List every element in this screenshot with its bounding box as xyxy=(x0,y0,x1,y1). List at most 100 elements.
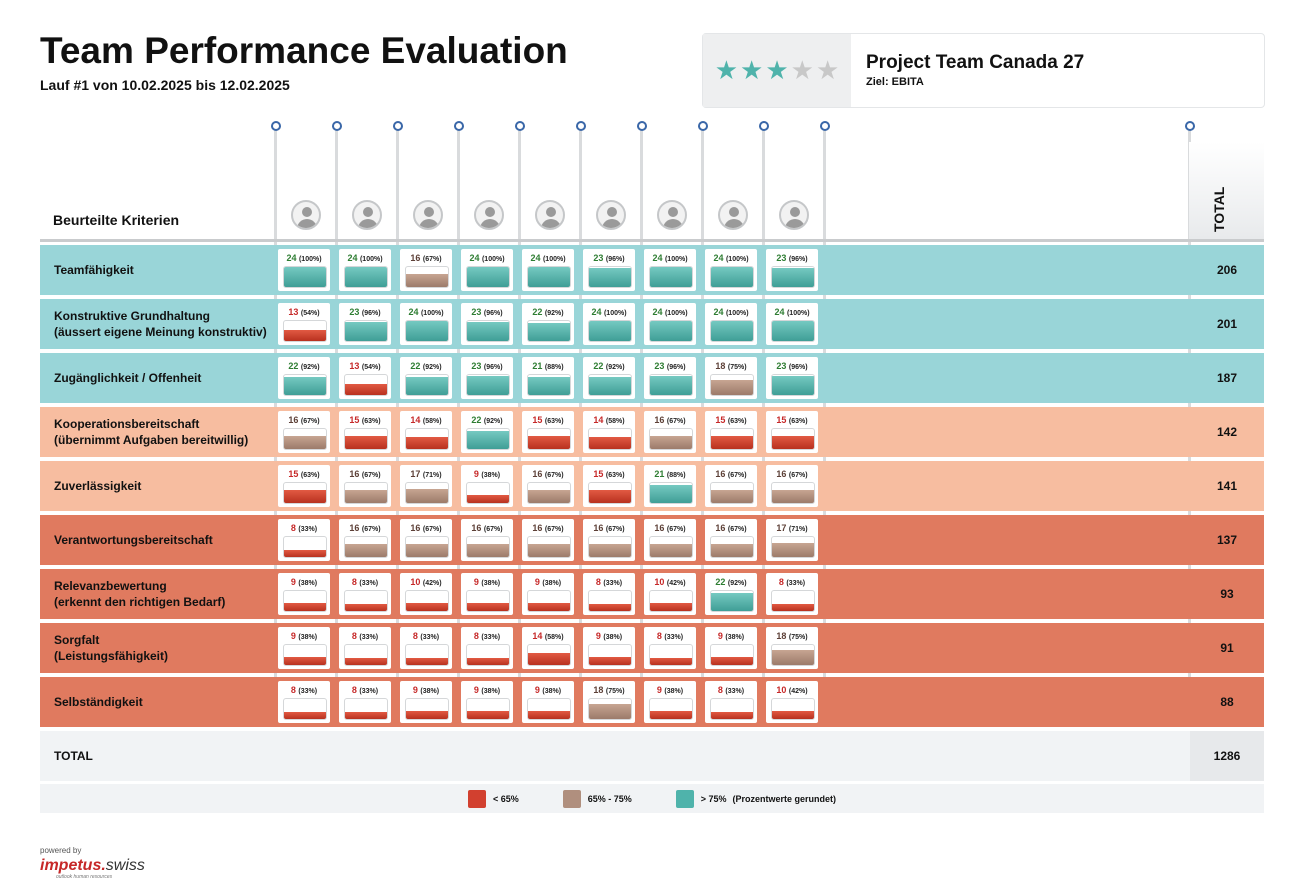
score-cell[interactable]: 24 (100%) xyxy=(766,303,818,345)
score-cell[interactable]: 8 (33%) xyxy=(278,681,330,723)
score-cell[interactable]: 16 (67%) xyxy=(400,249,452,291)
score-cell[interactable]: 18 (75%) xyxy=(705,357,757,399)
avatar-icon[interactable] xyxy=(718,200,748,230)
score-cell[interactable]: 16 (67%) xyxy=(644,411,696,453)
score-cell[interactable]: 21 (88%) xyxy=(644,465,696,507)
score-cell[interactable]: 24 (100%) xyxy=(339,249,391,291)
column-handle-icon[interactable] xyxy=(759,121,769,131)
score-cell[interactable]: 22 (92%) xyxy=(461,411,513,453)
score-cell[interactable]: 9 (38%) xyxy=(461,465,513,507)
score-cell[interactable]: 10 (42%) xyxy=(766,681,818,723)
column-handle-icon[interactable] xyxy=(576,121,586,131)
score-cell[interactable]: 16 (67%) xyxy=(644,519,696,561)
score-cell[interactable]: 9 (38%) xyxy=(278,573,330,615)
avatar-icon[interactable] xyxy=(535,200,565,230)
column-handle-icon[interactable] xyxy=(332,121,342,131)
avatar-icon[interactable] xyxy=(413,200,443,230)
score-cell[interactable]: 8 (33%) xyxy=(339,627,391,669)
score-cell[interactable]: 9 (38%) xyxy=(278,627,330,669)
score-cell[interactable]: 17 (71%) xyxy=(766,519,818,561)
score-cell[interactable]: 8 (33%) xyxy=(278,519,330,561)
score-cell[interactable]: 22 (92%) xyxy=(278,357,330,399)
score-cell[interactable]: 24 (100%) xyxy=(705,303,757,345)
score-cell[interactable]: 17 (71%) xyxy=(400,465,452,507)
score-cell[interactable]: 9 (38%) xyxy=(583,627,635,669)
score-cell[interactable]: 24 (100%) xyxy=(278,249,330,291)
score-cell[interactable]: 16 (67%) xyxy=(522,465,574,507)
column-handle-icon[interactable] xyxy=(698,121,708,131)
score-cell[interactable]: 8 (33%) xyxy=(705,681,757,723)
score-cell[interactable]: 24 (100%) xyxy=(583,303,635,345)
score-cell[interactable]: 13 (54%) xyxy=(339,357,391,399)
score-cell[interactable]: 8 (33%) xyxy=(339,573,391,615)
score-cell[interactable]: 8 (33%) xyxy=(644,627,696,669)
score-cell[interactable]: 14 (58%) xyxy=(583,411,635,453)
score-cell[interactable]: 10 (42%) xyxy=(400,573,452,615)
column-handle-icon[interactable] xyxy=(1185,121,1195,131)
score-cell[interactable]: 23 (96%) xyxy=(461,357,513,399)
score-cell[interactable]: 21 (88%) xyxy=(522,357,574,399)
score-cell[interactable]: 9 (38%) xyxy=(461,681,513,723)
score-cell[interactable]: 15 (63%) xyxy=(522,411,574,453)
score-cell[interactable]: 23 (96%) xyxy=(644,357,696,399)
column-handle-icon[interactable] xyxy=(637,121,647,131)
score-cell[interactable]: 16 (67%) xyxy=(705,465,757,507)
score-cell[interactable]: 14 (58%) xyxy=(522,627,574,669)
score-cell[interactable]: 24 (100%) xyxy=(644,303,696,345)
score-cell[interactable]: 8 (33%) xyxy=(339,681,391,723)
score-cell[interactable]: 9 (38%) xyxy=(400,681,452,723)
avatar-icon[interactable] xyxy=(596,200,626,230)
avatar-icon[interactable] xyxy=(474,200,504,230)
score-cell[interactable]: 22 (92%) xyxy=(583,357,635,399)
score-cell[interactable]: 16 (67%) xyxy=(400,519,452,561)
score-cell[interactable]: 16 (67%) xyxy=(583,519,635,561)
score-cell[interactable]: 16 (67%) xyxy=(339,465,391,507)
score-cell[interactable]: 9 (38%) xyxy=(522,681,574,723)
score-cell[interactable]: 23 (96%) xyxy=(766,357,818,399)
score-cell[interactable]: 16 (67%) xyxy=(705,519,757,561)
score-cell[interactable]: 23 (96%) xyxy=(461,303,513,345)
score-cell[interactable]: 24 (100%) xyxy=(522,249,574,291)
score-cell[interactable]: 24 (100%) xyxy=(705,249,757,291)
score-cell[interactable]: 13 (54%) xyxy=(278,303,330,345)
avatar-icon[interactable] xyxy=(352,200,382,230)
score-cell[interactable]: 16 (67%) xyxy=(461,519,513,561)
score-cell[interactable]: 9 (38%) xyxy=(705,627,757,669)
score-cell[interactable]: 8 (33%) xyxy=(766,573,818,615)
score-cell[interactable]: 24 (100%) xyxy=(644,249,696,291)
score-cell[interactable]: 15 (63%) xyxy=(583,465,635,507)
column-handle-icon[interactable] xyxy=(393,121,403,131)
score-cell[interactable]: 23 (96%) xyxy=(339,303,391,345)
score-cell[interactable]: 23 (96%) xyxy=(766,249,818,291)
column-handle-icon[interactable] xyxy=(820,121,830,131)
column-handle-icon[interactable] xyxy=(515,121,525,131)
avatar-icon[interactable] xyxy=(779,200,809,230)
score-cell[interactable]: 16 (67%) xyxy=(522,519,574,561)
score-cell[interactable]: 15 (63%) xyxy=(705,411,757,453)
score-cell[interactable]: 15 (63%) xyxy=(278,465,330,507)
score-cell[interactable]: 14 (58%) xyxy=(400,411,452,453)
score-cell[interactable]: 15 (63%) xyxy=(766,411,818,453)
score-cell[interactable]: 8 (33%) xyxy=(583,573,635,615)
column-handle-icon[interactable] xyxy=(271,121,281,131)
score-cell[interactable]: 9 (38%) xyxy=(644,681,696,723)
avatar-icon[interactable] xyxy=(657,200,687,230)
score-cell[interactable]: 16 (67%) xyxy=(766,465,818,507)
score-cell[interactable]: 10 (42%) xyxy=(644,573,696,615)
score-cell[interactable]: 16 (67%) xyxy=(339,519,391,561)
column-handle-icon[interactable] xyxy=(454,121,464,131)
score-cell[interactable]: 8 (33%) xyxy=(400,627,452,669)
score-cell[interactable]: 8 (33%) xyxy=(461,627,513,669)
score-cell[interactable]: 15 (63%) xyxy=(339,411,391,453)
score-cell[interactable]: 22 (92%) xyxy=(400,357,452,399)
score-cell[interactable]: 22 (92%) xyxy=(705,573,757,615)
score-cell[interactable]: 24 (100%) xyxy=(461,249,513,291)
score-cell[interactable]: 9 (38%) xyxy=(522,573,574,615)
avatar-icon[interactable] xyxy=(291,200,321,230)
score-cell[interactable]: 18 (75%) xyxy=(583,681,635,723)
score-cell[interactable]: 23 (96%) xyxy=(583,249,635,291)
score-cell[interactable]: 18 (75%) xyxy=(766,627,818,669)
score-cell[interactable]: 24 (100%) xyxy=(400,303,452,345)
score-cell[interactable]: 16 (67%) xyxy=(278,411,330,453)
score-cell[interactable]: 9 (38%) xyxy=(461,573,513,615)
